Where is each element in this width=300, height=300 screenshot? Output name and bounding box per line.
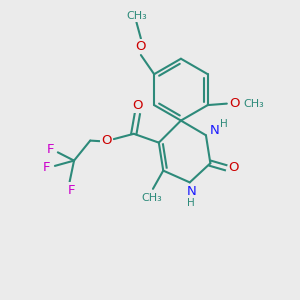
Text: CH₃: CH₃ (126, 11, 147, 22)
Text: CH₃: CH₃ (244, 99, 264, 109)
Text: O: O (101, 134, 112, 147)
Text: N: N (209, 124, 219, 137)
Text: F: F (47, 143, 54, 156)
Text: N: N (186, 185, 196, 198)
Text: O: O (229, 161, 239, 174)
Text: O: O (132, 99, 142, 112)
Text: CH₃: CH₃ (141, 193, 162, 203)
Text: F: F (67, 184, 75, 196)
Text: O: O (230, 97, 240, 110)
Text: H: H (187, 198, 195, 208)
Text: F: F (43, 161, 50, 174)
Text: H: H (220, 119, 227, 129)
Text: O: O (135, 40, 146, 53)
